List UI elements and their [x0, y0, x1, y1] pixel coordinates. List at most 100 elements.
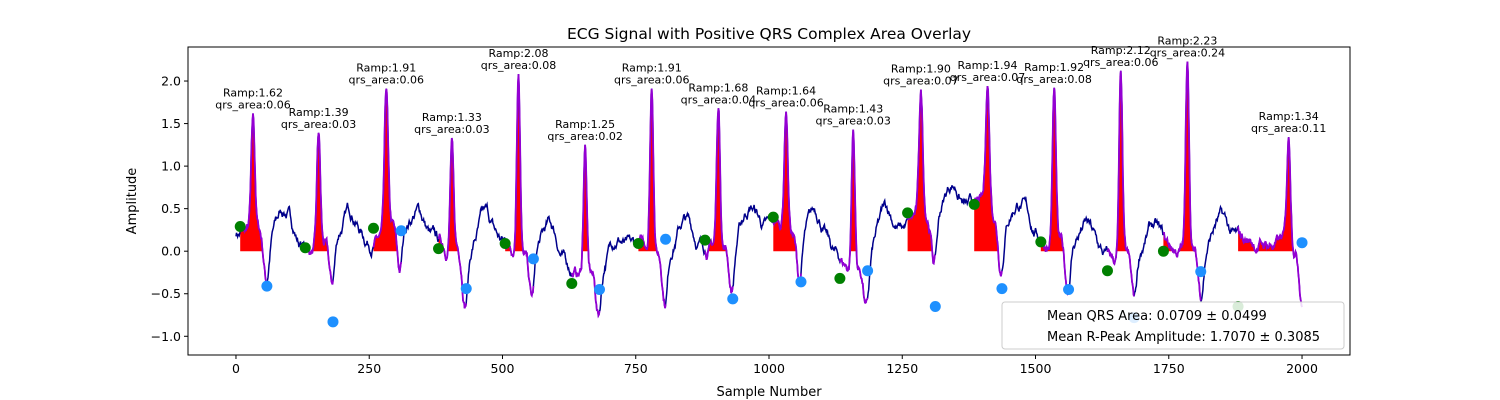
r-amplitude-label-6: Ramp:1.91 — [622, 62, 682, 75]
qrs-area-fill-6 — [638, 88, 666, 252]
qrs-area-label-3: qrs_area:0.03 — [414, 123, 489, 136]
qrs-segment-13 — [1106, 70, 1135, 297]
qrs-area-fill-15 — [1238, 137, 1302, 252]
r-amplitude-label-10: Ramp:1.90 — [891, 63, 951, 76]
r-amplitude-label-15: Ramp:1.34 — [1259, 110, 1319, 123]
legend-box — [1001, 301, 1345, 350]
qrs-area-label-0: qrs_area:0.06 — [215, 98, 290, 111]
qrs-area-label-9: qrs_area:0.03 — [815, 115, 890, 128]
qrs-offset-point-3 — [460, 283, 472, 295]
qrs-area-label-6: qrs_area:0.06 — [614, 74, 689, 87]
qrs-area-label-10: qrs_area:0.07 — [883, 75, 958, 88]
qrs-area-fill-10 — [907, 89, 936, 252]
r-amplitude-label-1: Ramp:1.39 — [289, 106, 349, 119]
qrs-onset-point-6 — [632, 238, 644, 250]
x-tick-label-7: 1750 — [1153, 361, 1185, 376]
qrs-offset-point-10 — [929, 301, 941, 313]
legend-entry-qrs-area: Mean QRS Area: 0.0709 ± 0.0499 — [1047, 309, 1267, 324]
qrs-area-label-2: qrs_area:0.06 — [349, 74, 424, 87]
qrs-onset-point-0 — [234, 221, 246, 233]
qrs-onset-point-5 — [566, 278, 578, 290]
qrs-onset-point-14 — [1157, 245, 1169, 257]
qrs-onset-point-1 — [299, 242, 311, 254]
qrs-area-label-12: qrs_area:0.08 — [1016, 73, 1091, 86]
qrs-offset-point-12 — [1063, 283, 1075, 295]
qrs-area-label-15: qrs_area:0.11 — [1251, 122, 1326, 135]
x-tick-label-5: 1250 — [886, 361, 918, 376]
y-axis-label: Amplitude — [125, 168, 140, 235]
qrs-segment-10 — [906, 89, 936, 266]
r-amplitude-label-11: Ramp:1.94 — [958, 59, 1018, 72]
x-tick-label-2: 500 — [491, 361, 515, 376]
axes: 0 250 500 750 1000 1250 1500 1750 2000 −1.0 −0.5 0.… — [151, 74, 1318, 376]
qrs-area-label-13: qrs_area:0.06 — [1083, 56, 1158, 69]
y-tick-label-0: −1.0 — [151, 329, 181, 344]
qrs-offset-point-6 — [660, 233, 672, 245]
qrs-area-label-8: qrs_area:0.06 — [748, 97, 823, 110]
qrs-area-fill-1 — [305, 132, 333, 252]
r-amplitude-label-8: Ramp:1.64 — [756, 85, 816, 98]
qrs-area-label-11: qrs_area:0.07 — [950, 71, 1025, 84]
x-tick-label-8: 2000 — [1286, 361, 1318, 376]
r-amplitude-label-14: Ramp:2.23 — [1157, 34, 1217, 47]
qrs-area-fill-4 — [505, 74, 534, 252]
y-tick-label-2: 0.0 — [161, 244, 181, 259]
qrs-segment-12 — [1040, 87, 1070, 296]
qrs-area-label-5: qrs_area:0.02 — [547, 130, 622, 143]
qrs-offset-point-15 — [1296, 237, 1308, 249]
r-amplitude-label-3: Ramp:1.33 — [422, 111, 482, 124]
x-tick-label-1: 250 — [357, 361, 381, 376]
x-tick-label-4: 1000 — [753, 361, 785, 376]
qrs-onset-point-7 — [699, 234, 711, 246]
qrs-offset-point-7 — [727, 293, 739, 305]
qrs-offset-point-1 — [327, 316, 339, 328]
y-tick-label-6: 2.0 — [161, 74, 181, 89]
qrs-area-label-7: qrs_area:0.04 — [681, 93, 756, 106]
qrs-area-fill-5 — [571, 144, 600, 252]
qrs-area-fill-11 — [974, 86, 1002, 252]
qrs-area-label-4: qrs_area:0.08 — [481, 59, 556, 72]
legend: Mean QRS Area: 0.0709 ± 0.0499 Mean R-Pe… — [1001, 301, 1345, 350]
qrs-area-fill-12 — [1040, 87, 1069, 252]
qrs-offset-point-5 — [593, 283, 605, 295]
qrs-segment-14 — [1162, 61, 1202, 301]
qrs-area-fill-2 — [373, 88, 402, 252]
qrs-area-fill-9 — [839, 129, 868, 252]
legend-entry-r-amplitude: Mean R-Peak Amplitude: 1.7070 ± 0.3085 — [1047, 330, 1320, 345]
qrs-segment-11 — [973, 85, 1003, 277]
x-axis-label: Sample Number — [716, 385, 822, 400]
r-amplitude-label-12: Ramp:1.92 — [1024, 61, 1084, 74]
qrs-onset-point-4 — [499, 238, 511, 250]
qrs-area-fill-3 — [438, 138, 467, 252]
r-amplitude-label-7: Ramp:1.68 — [688, 81, 748, 94]
qrs-onset-point-9 — [834, 272, 846, 284]
qrs-area-label-1: qrs_area:0.03 — [281, 118, 356, 131]
x-tick-label-6: 1500 — [1020, 361, 1052, 376]
qrs-segment-2 — [372, 88, 403, 273]
qrs-area-label-14: qrs_area:0.24 — [1150, 46, 1225, 59]
x-tick-label-3: 750 — [624, 361, 648, 376]
plot-area: Ramp:1.62qrs_area:0.06Ramp:1.39qrs_area:… — [215, 34, 1326, 328]
qrs-onset-point-13 — [1101, 265, 1113, 277]
qrs-segment-8 — [772, 111, 802, 284]
y-tick-label-3: 0.5 — [161, 201, 181, 216]
qrs-area-fill-0 — [240, 113, 267, 252]
qrs-segment-6 — [638, 88, 667, 309]
qrs-area-fill-13 — [1107, 70, 1135, 252]
qrs-onset-point-8 — [767, 211, 779, 223]
qrs-segment-9 — [839, 129, 869, 304]
chart-title: ECG Signal with Positive QRS Complex Are… — [567, 25, 971, 43]
r-amplitude-label-5: Ramp:1.25 — [555, 118, 615, 131]
qrs-offset-point-9 — [862, 265, 874, 277]
qrs-onset-point-3 — [433, 243, 445, 255]
qrs-onset-point-11 — [968, 198, 980, 210]
r-amplitude-label-0: Ramp:1.62 — [223, 86, 283, 99]
qrs-onset-point-12 — [1035, 236, 1047, 248]
y-tick-label-4: 1.0 — [161, 159, 181, 174]
qrs-area-fill-7 — [705, 108, 733, 252]
qrs-offset-point-11 — [996, 283, 1008, 295]
r-amplitude-label-4: Ramp:2.08 — [488, 47, 548, 60]
qrs-offset-point-4 — [527, 253, 539, 265]
